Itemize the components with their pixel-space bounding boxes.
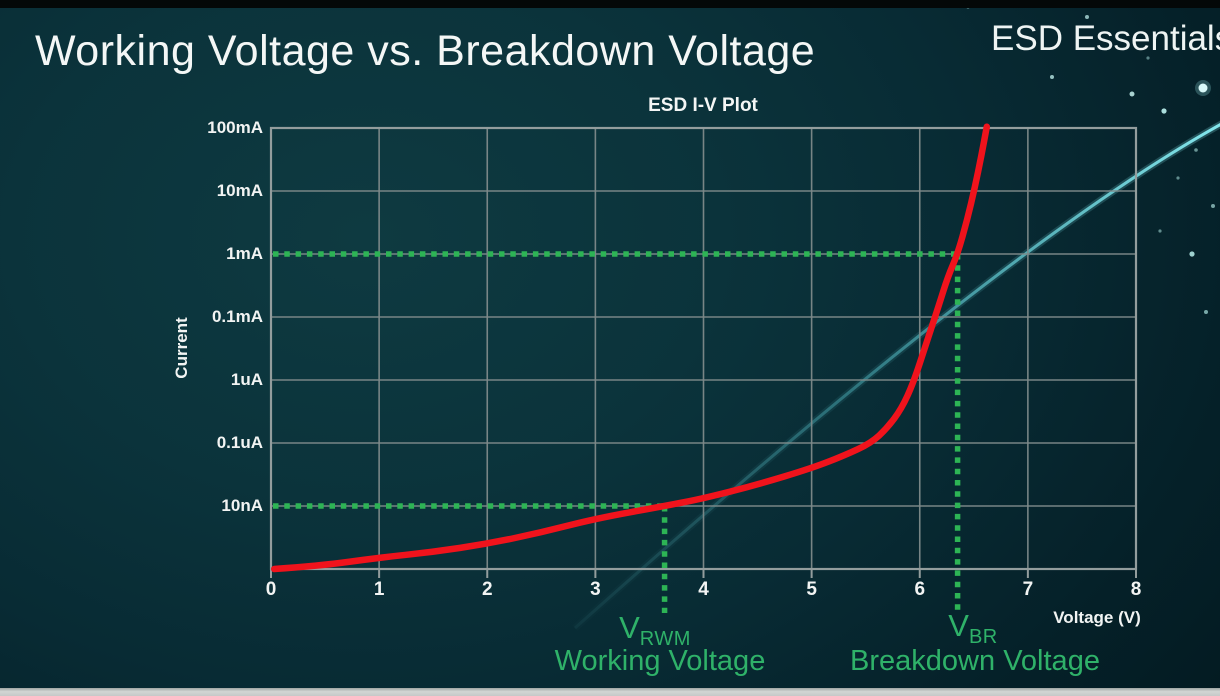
vrwm-symbol: V	[619, 610, 640, 645]
x-tick: 6	[914, 579, 926, 600]
vbr-symbol: V	[948, 608, 969, 643]
y-tick: 100mA	[207, 118, 263, 137]
breakdown-voltage-caption: Breakdown Voltage	[850, 645, 1100, 677]
x-tick: 4	[698, 579, 709, 600]
x-tick: 5	[806, 579, 817, 600]
working-voltage-caption: Working Voltage	[554, 645, 766, 677]
top-black-bar	[0, 0, 1220, 8]
vbr-subscript: BR	[968, 626, 998, 648]
chart-title: ESD I-V Plot	[648, 95, 758, 116]
y-tick: 0.1mA	[211, 307, 263, 326]
swoosh-line	[572, 120, 1220, 631]
y-tick: 10mA	[216, 181, 263, 200]
y-tick: 0.1uA	[216, 433, 263, 452]
bottom-scrollbar[interactable]	[0, 688, 1220, 696]
x-tick: 8	[1130, 579, 1142, 600]
x-tick: 7	[1022, 579, 1034, 600]
vrwm-subscript: RWM	[639, 628, 691, 650]
x-tick: 3	[590, 579, 601, 600]
x-tick: 2	[481, 579, 493, 600]
x-axis-label: Voltage (V)	[1053, 608, 1141, 627]
x-tick: 0	[265, 579, 277, 600]
y-tick: 10nA	[221, 496, 263, 515]
x-tick: 1	[373, 579, 385, 600]
y-tick: 1uA	[230, 370, 263, 389]
slide-title: Working Voltage vs. Breakdown Voltage	[35, 27, 816, 75]
vbr-symbol-label: VBR	[903, 608, 1043, 648]
vrwm-symbol-label: VRWM	[585, 610, 725, 650]
y-tick: 1mA	[226, 244, 263, 263]
brand-watermark: ESD Essentials	[991, 19, 1220, 58]
